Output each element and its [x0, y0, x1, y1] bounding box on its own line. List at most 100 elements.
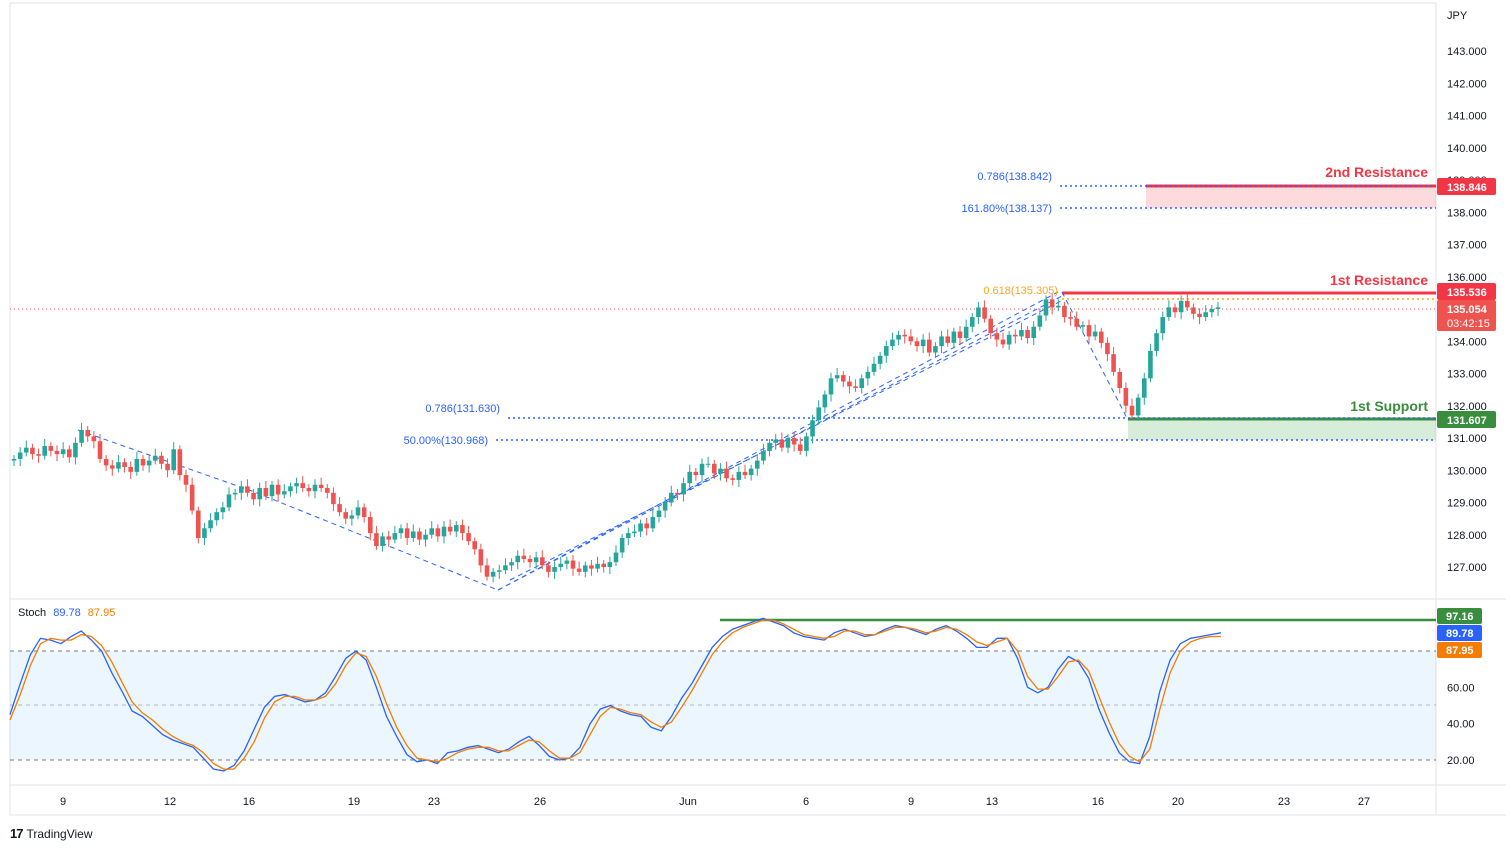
candle	[804, 432, 809, 457]
candle-body	[17, 452, 23, 459]
candle	[883, 340, 889, 363]
candle	[183, 469, 189, 492]
candle-body	[324, 487, 330, 493]
price-tick-11: 132.000	[1447, 401, 1487, 413]
candle	[281, 484, 287, 499]
candle-body	[859, 378, 865, 389]
candle	[1203, 305, 1209, 321]
candle-body	[1117, 371, 1123, 389]
candle-body	[146, 460, 152, 466]
candle	[521, 548, 527, 563]
candle-body	[1037, 315, 1043, 327]
candle-body	[380, 536, 385, 547]
time-tick-8: 9	[908, 796, 914, 808]
candle-body	[275, 484, 281, 495]
s1-price-badge: 131.607	[1437, 411, 1496, 428]
candle-body	[828, 378, 834, 395]
candle-body	[668, 492, 674, 503]
candle	[453, 521, 459, 538]
retracement-leg	[1061, 291, 1129, 421]
candle-body	[171, 449, 177, 471]
candle	[1178, 295, 1184, 320]
candle-body	[1043, 299, 1049, 316]
candle-body	[109, 465, 115, 469]
candle-body	[785, 438, 791, 448]
candle	[312, 479, 318, 499]
candle-body	[1215, 307, 1221, 309]
candle	[914, 337, 920, 352]
candle-body	[42, 446, 48, 456]
time-tick-4: 23	[428, 796, 440, 808]
price-tick-12: 131.000	[1447, 433, 1487, 445]
candle-body	[1074, 318, 1080, 327]
candle-body	[1135, 397, 1141, 416]
candle-body	[460, 525, 465, 534]
candle-body	[945, 336, 951, 343]
candle-body	[48, 446, 54, 451]
candle	[496, 564, 502, 579]
candle-body	[1111, 354, 1116, 372]
candle	[767, 438, 772, 457]
candle	[724, 461, 729, 483]
candle	[951, 327, 957, 349]
candle-body	[1049, 299, 1055, 308]
time-axis: 9 12 16 19 23 26 Jun 6 9 13 16 20 23 27	[60, 796, 1370, 808]
candle	[675, 488, 680, 500]
candle-body	[331, 492, 336, 505]
candle	[202, 522, 207, 546]
candle-body	[318, 484, 324, 488]
candle-body	[515, 555, 521, 563]
fib-0618-label: 0.618(135.305)	[983, 285, 1058, 297]
candle-body	[718, 468, 723, 474]
candle-body	[632, 531, 637, 534]
candle-body	[957, 331, 963, 339]
candle	[1006, 330, 1012, 350]
stoch-tick-0: 20.00	[1447, 755, 1475, 767]
candle-body	[23, 447, 29, 453]
candle-body	[779, 439, 785, 448]
candle	[785, 434, 791, 454]
stoch-d-line	[9, 619, 1221, 770]
candle	[140, 455, 146, 471]
candle-body	[189, 484, 195, 511]
candle-body	[1148, 350, 1153, 379]
candle-body	[521, 555, 527, 559]
candle	[349, 509, 355, 526]
r2-price-badge: 138.846	[1437, 178, 1496, 195]
candle-body	[36, 454, 41, 456]
candle	[613, 545, 619, 567]
candle	[1098, 327, 1104, 349]
candle-body	[367, 517, 373, 534]
candle-body	[552, 567, 557, 572]
candle	[1111, 347, 1116, 376]
candles	[11, 293, 1221, 583]
candle	[447, 519, 453, 536]
candle	[128, 461, 134, 479]
candle	[460, 519, 465, 541]
candle-body	[951, 331, 957, 343]
candle	[632, 524, 637, 538]
tradingview-brand[interactable]: 17 TradingView	[10, 826, 93, 841]
candle	[1160, 311, 1166, 341]
candle-body	[804, 436, 809, 451]
candle-body	[128, 467, 134, 472]
candle-body	[343, 512, 349, 519]
candle-body	[1209, 309, 1215, 313]
candle	[48, 442, 54, 457]
price-tick-2: 141.000	[1447, 111, 1487, 123]
currency-label: JPY	[1447, 10, 1468, 22]
candle-body	[853, 386, 858, 389]
stoch-level-text: 97.16	[1446, 611, 1474, 623]
candle-body	[226, 494, 232, 508]
candle-body	[963, 326, 969, 339]
price-tick-5: 138.000	[1447, 207, 1487, 219]
stoch-tick-2: 60.00	[1447, 682, 1475, 694]
stoch-k-text: 89.78	[1446, 628, 1474, 640]
candle-body	[361, 507, 367, 518]
candle-body	[1123, 388, 1129, 406]
candle	[146, 455, 152, 473]
candle-body	[103, 458, 109, 466]
candle-body	[1184, 300, 1190, 308]
candle-body	[994, 333, 1000, 340]
